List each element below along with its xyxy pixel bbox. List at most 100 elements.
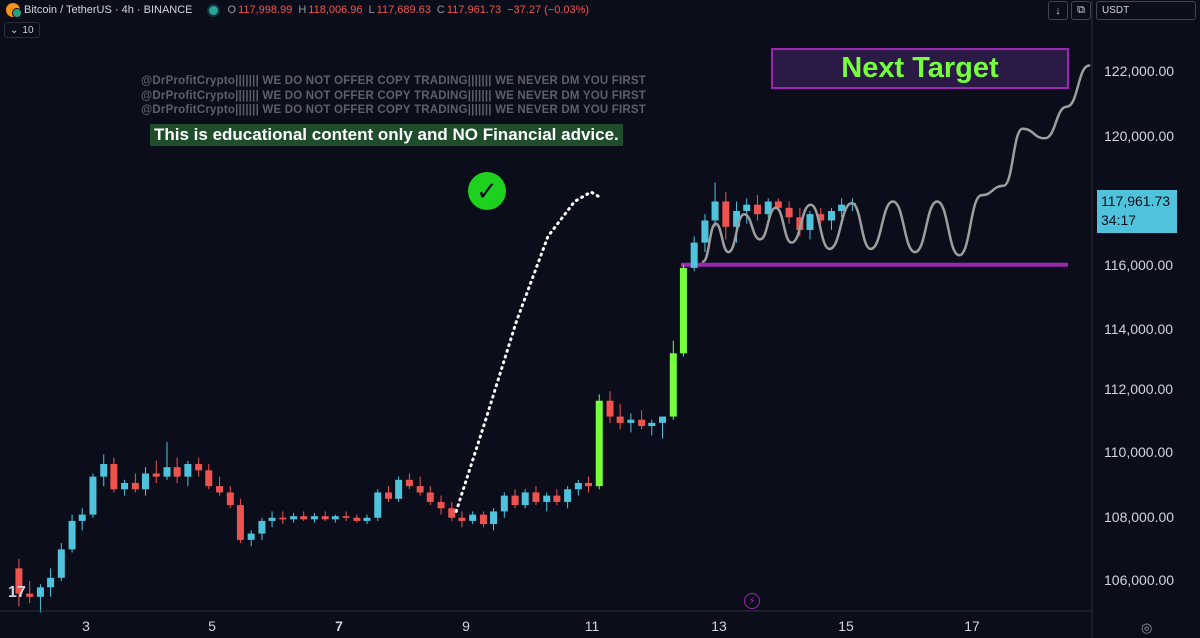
- candle-body: [331, 516, 339, 520]
- download-button[interactable]: ↓: [1048, 1, 1068, 20]
- current-price: 117,961.73: [1101, 193, 1171, 209]
- candle-body: [764, 201, 772, 215]
- y-tick-label: 112,000.00: [1104, 381, 1174, 397]
- candle-body: [500, 495, 508, 512]
- snapshot-icon: ⧉: [1077, 4, 1085, 16]
- candle-body: [353, 517, 361, 521]
- candle-body: [385, 492, 393, 499]
- candle-body: [479, 514, 487, 525]
- y-tick-label: 108,000.00: [1104, 509, 1175, 525]
- candle-body: [152, 473, 160, 477]
- candle-body: [226, 492, 234, 506]
- open-value: 117,998.99: [238, 4, 293, 16]
- candle-body: [100, 463, 108, 477]
- candle-body: [511, 495, 519, 506]
- candle-body: [753, 204, 761, 215]
- close-key: C: [436, 4, 445, 16]
- currency-select[interactable]: USDT: [1096, 1, 1196, 20]
- candle-body: [711, 201, 719, 221]
- settings-icon[interactable]: ◎: [1141, 620, 1153, 635]
- y-tick-label: 116,000.00: [1104, 257, 1174, 273]
- candle-body: [36, 587, 44, 597]
- candle-body: [68, 520, 76, 550]
- candle-body: [679, 267, 687, 354]
- x-tick-label: 9: [462, 618, 470, 634]
- candle-body: [595, 400, 603, 487]
- candle-body: [247, 533, 255, 540]
- candle-body: [564, 489, 572, 502]
- candle-body: [405, 479, 413, 487]
- x-tick-label: 5: [208, 618, 216, 634]
- candle-body: [817, 214, 825, 221]
- next-target-label: Next Target: [841, 52, 999, 84]
- market-open-icon: [208, 5, 218, 15]
- projection-path: [701, 64, 1091, 263]
- candle-body: [110, 463, 118, 490]
- x-tick-label: 15: [838, 618, 854, 634]
- candle-body: [290, 516, 298, 520]
- x-tick-label: 13: [711, 618, 727, 634]
- candles: [15, 182, 856, 613]
- candle-body: [47, 577, 55, 588]
- candle-body: [616, 416, 624, 423]
- candle-body: [300, 516, 308, 520]
- checkmark-icon: ✓: [468, 172, 506, 210]
- candle-body: [532, 492, 540, 502]
- snapshot-button[interactable]: ⧉: [1071, 1, 1091, 20]
- candle-body: [57, 549, 65, 578]
- candle-body: [638, 419, 646, 427]
- candle-body: [690, 242, 698, 268]
- indicator-value: 10: [22, 24, 34, 36]
- candle-body: [458, 517, 466, 521]
- candle-body: [216, 486, 224, 493]
- chart-header: Bitcoin / TetherUS · 4h · BINANCE O 117,9…: [0, 0, 595, 20]
- candle-body: [521, 492, 529, 506]
- watermark-line: @DrProfitCrypto||||||| WE DO NOT OFFER C…: [141, 90, 647, 102]
- candle-body: [785, 207, 793, 218]
- close-value: 117,961.73: [446, 4, 502, 16]
- y-tick-label: 106,000.00: [1104, 572, 1175, 588]
- candle-body: [733, 210, 741, 227]
- candle-body: [195, 463, 203, 471]
- candle-body: [121, 482, 129, 490]
- flash-icon[interactable]: ⚡: [744, 593, 760, 609]
- candle-body: [553, 495, 561, 502]
- candle-body: [543, 495, 551, 502]
- projection-line: [701, 64, 1091, 263]
- y-tick-label: 120,000.00: [1104, 128, 1175, 144]
- x-tick-label: 3: [82, 618, 90, 634]
- candle-body: [184, 463, 192, 477]
- symbol-label[interactable]: Bitcoin / TetherUS · 4h · BINANCE: [24, 4, 193, 16]
- pump-path: [454, 190, 604, 513]
- low-value: 117,689.63: [376, 4, 431, 16]
- watermark-line: @DrProfitCrypto||||||| WE DO NOT OFFER C…: [141, 104, 647, 116]
- open-key: O: [227, 4, 237, 16]
- candle-body: [279, 517, 287, 520]
- candle-body: [659, 416, 667, 423]
- pump-dotted-line: [454, 190, 604, 513]
- x-tick-label: 11: [584, 618, 600, 634]
- change-value: −37.27 (−0.03%): [507, 4, 590, 16]
- candle-body: [173, 467, 181, 477]
- candle-body: [141, 473, 149, 490]
- axis-lines: [0, 0, 1093, 638]
- y-tick-label: 114,000.00: [1104, 321, 1174, 337]
- indicator-chip[interactable]: ⌄ 10: [4, 22, 40, 38]
- candle-body: [574, 482, 582, 490]
- download-icon: ↓: [1055, 4, 1061, 17]
- y-tick-label: 110,000.00: [1104, 444, 1174, 460]
- next-target-box[interactable]: Next Target: [771, 48, 1069, 89]
- chevron-down-icon: ⌄: [10, 24, 19, 36]
- candle-body: [258, 520, 266, 534]
- candle-body: [806, 214, 814, 230]
- bar-countdown: 34:17: [1101, 212, 1137, 228]
- tradingview-logo[interactable]: 17: [8, 584, 26, 601]
- candle-body: [828, 210, 836, 221]
- checkmark-glyph: ✓: [476, 175, 498, 206]
- bitcoin-logo-icon: [6, 3, 22, 18]
- candle-body: [321, 516, 329, 520]
- candle-body: [606, 400, 614, 417]
- disclaimer-text: This is educational content only and NO …: [150, 124, 623, 146]
- candle-body: [163, 467, 171, 477]
